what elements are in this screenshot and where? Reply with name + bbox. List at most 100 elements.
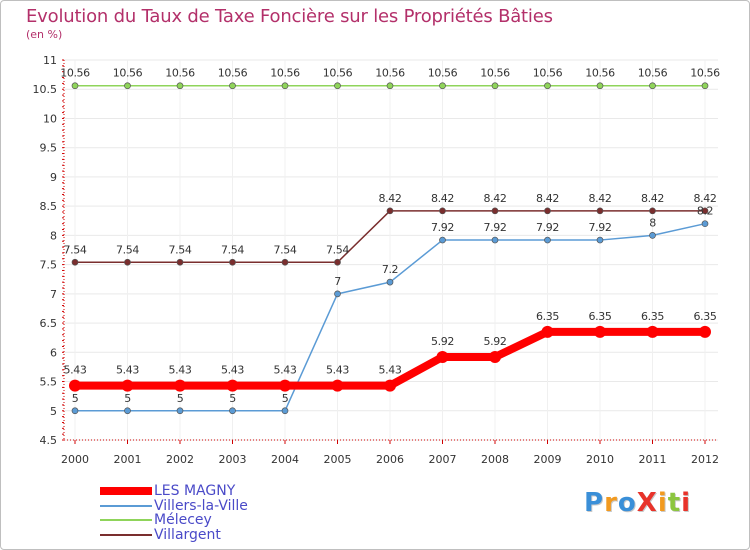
data-point-les-magny	[436, 350, 449, 363]
data-label-villargent: 7.54	[221, 243, 244, 256]
data-label-m-lecey: 10.56	[270, 67, 300, 80]
y-tick-label: 10.5	[33, 83, 58, 96]
data-label-villargent: 8.42	[641, 192, 664, 205]
data-point-m-lecey	[281, 82, 289, 90]
data-label-villers-la-ville: 7.2	[382, 263, 398, 276]
data-point-villargent	[491, 207, 499, 215]
x-tick-label: 2012	[691, 453, 719, 466]
y-tick-label: 6.5	[40, 317, 58, 330]
data-label-villers-la-ville: 5	[124, 392, 131, 405]
data-label-villers-la-ville: 5	[72, 392, 79, 405]
data-point-villargent	[71, 258, 79, 266]
data-point-m-lecey	[439, 82, 446, 90]
data-point-les-magny	[699, 325, 711, 338]
data-point-villers-la-ville	[71, 407, 79, 415]
y-tick-label: 7.5	[40, 259, 58, 272]
data-label-m-lecey: 10.56	[113, 67, 143, 80]
data-point-m-lecey	[71, 82, 79, 90]
data-point-villers-la-ville	[701, 220, 709, 228]
data-point-villargent	[701, 207, 709, 215]
data-label-m-lecey: 10.56	[60, 67, 90, 80]
x-tick-label: 2009	[534, 453, 562, 466]
data-point-villargent	[124, 258, 131, 266]
data-label-m-lecey: 10.56	[690, 67, 720, 80]
data-point-les-magny	[69, 379, 81, 392]
y-tick-label: 5	[50, 405, 57, 418]
data-point-m-lecey	[649, 82, 656, 90]
data-label-villers-la-ville: 5	[229, 392, 236, 405]
data-point-villers-la-ville	[439, 236, 446, 244]
data-point-les-magny	[279, 379, 291, 392]
y-tick-label: 9.5	[40, 142, 58, 155]
axes-layer: 4.5 5 5.5 6 6.5 7 7.5 8 8.5 9 9.5 10 10.5 11 2000 2001 2…	[33, 54, 720, 466]
data-point-les-magny	[121, 379, 134, 392]
x-tick-label: 2001	[114, 453, 142, 466]
data-label-villargent: 7.54	[169, 243, 192, 256]
data-point-m-lecey	[701, 82, 709, 90]
data-label-m-lecey: 10.56	[585, 67, 615, 80]
logo-letter: i	[681, 488, 692, 518]
data-point-m-lecey	[596, 82, 604, 90]
data-point-les-magny	[489, 350, 501, 363]
logo-letter: i	[657, 488, 668, 518]
data-label-villargent: 8.42	[589, 192, 612, 205]
data-point-m-lecey	[334, 82, 341, 90]
data-point-les-magny	[384, 379, 396, 392]
data-label-villargent: 8.42	[379, 192, 402, 205]
data-label-les-magny: 6.35	[694, 310, 717, 323]
y-tick-label: 4.5	[40, 434, 58, 447]
legend-item-villargent: Villargent	[100, 526, 248, 543]
data-label-les-magny: 5.92	[484, 335, 507, 348]
data-label-villargent: 8.42	[484, 192, 507, 205]
y-tick-label: 8	[50, 229, 57, 242]
x-tick-label: 2008	[481, 453, 509, 466]
data-point-villargent	[596, 207, 604, 215]
data-label-villers-la-ville: 5	[177, 392, 184, 405]
data-label-villargent: 7.54	[64, 243, 87, 256]
data-point-les-magny	[226, 379, 239, 392]
data-label-villers-la-ville: 7.92	[484, 221, 507, 234]
data-point-villers-la-ville	[334, 290, 341, 298]
data-point-villargent	[386, 207, 394, 215]
data-point-villargent	[649, 207, 656, 215]
x-tick-label: 2005	[324, 453, 352, 466]
data-point-villargent	[281, 258, 289, 266]
data-label-villargent: 8.42	[536, 192, 559, 205]
y-tick-label: 11	[43, 54, 57, 67]
data-label-les-magny: 5.43	[221, 364, 244, 377]
legend-label-villargent: Villargent	[154, 526, 221, 543]
x-tick-label: 2006	[376, 453, 404, 466]
data-point-villers-la-ville	[124, 407, 131, 415]
x-tick-label: 2010	[586, 453, 614, 466]
data-label-villers-la-ville: 8	[649, 216, 656, 229]
data-point-villargent	[544, 207, 551, 215]
data-label-m-lecey: 10.56	[375, 67, 405, 80]
legend-label-melecey: Mélecey	[154, 512, 212, 528]
data-label-villers-la-ville: 7.92	[589, 221, 612, 234]
data-label-m-lecey: 10.56	[428, 67, 458, 80]
x-tick-label: 2000	[61, 453, 89, 466]
x-tick-label: 2007	[429, 453, 457, 466]
logo-letter: o	[617, 488, 637, 518]
data-label-m-lecey: 10.56	[218, 67, 248, 80]
logo-letter: r	[604, 488, 618, 518]
data-point-villers-la-ville	[176, 407, 184, 415]
data-label-villers-la-ville: 7.92	[536, 221, 559, 234]
data-label-villers-la-ville: 7	[334, 275, 341, 288]
y-tick-label: 10	[43, 112, 57, 125]
legend-item-melecey: Mélecey	[100, 513, 248, 528]
logo-letter: P	[584, 488, 605, 518]
data-label-les-magny: 5.43	[326, 364, 349, 377]
data-label-les-magny: 6.35	[536, 310, 559, 323]
data-point-villers-la-ville	[596, 236, 604, 244]
data-point-m-lecey	[124, 82, 131, 90]
legend-swatch-villargent	[100, 533, 152, 536]
y-axis-unit-label: (en %)	[26, 28, 63, 41]
proxiti-logo: ProXiti	[584, 488, 691, 518]
data-point-m-lecey	[386, 82, 394, 90]
data-label-les-magny: 5.43	[64, 364, 87, 377]
legend-item-les-magny: LES MAGNY	[100, 484, 248, 499]
data-label-m-lecey: 10.56	[323, 67, 353, 80]
legend-swatch-villers-la-ville	[100, 504, 152, 507]
